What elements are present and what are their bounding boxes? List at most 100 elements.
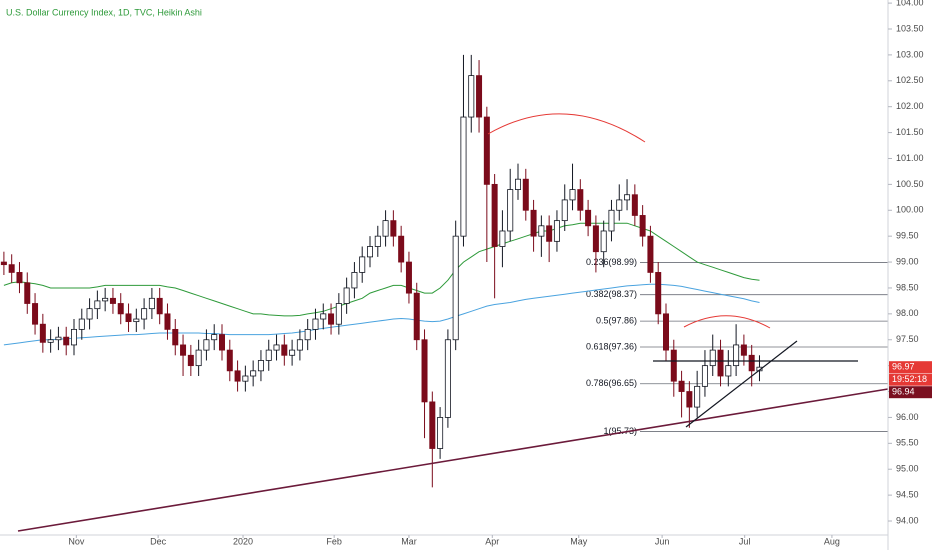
candle-body <box>577 189 584 211</box>
candle-body <box>694 385 701 408</box>
candle-body <box>180 344 187 356</box>
candle-body <box>195 349 202 367</box>
candle-body <box>686 391 693 408</box>
y-tick-label: 96.00 <box>896 412 919 422</box>
fib-label: 0.618(97.36) <box>586 341 637 351</box>
y-tick-label: 98.50 <box>896 282 919 292</box>
candle-body <box>257 360 264 372</box>
candle-body <box>382 220 389 237</box>
y-tick-label: 95.00 <box>896 464 919 474</box>
fib-label: 0.236(98.99) <box>586 257 637 267</box>
candle-body <box>592 225 599 253</box>
arc-drawing <box>683 315 771 329</box>
candle-body <box>109 297 116 304</box>
candle-body <box>148 297 155 310</box>
candle-body <box>546 225 553 242</box>
candle-body <box>218 334 225 351</box>
candle-body <box>460 116 467 237</box>
candle-body <box>538 225 545 237</box>
x-tick-label: Nov <box>68 536 85 546</box>
candle-body <box>211 334 218 341</box>
candle-body <box>172 328 179 346</box>
candle-body <box>39 323 46 343</box>
candle-body <box>304 328 311 341</box>
y-tick-label: 95.50 <box>896 438 919 448</box>
candle-body <box>600 230 607 253</box>
candle-body <box>226 349 233 372</box>
candle-body <box>639 215 646 237</box>
candle-body <box>312 318 319 330</box>
candle-body <box>717 349 724 377</box>
candle-body <box>670 349 677 382</box>
candle-body <box>343 287 350 304</box>
candle-body <box>725 365 732 377</box>
candle-body <box>63 336 70 346</box>
candle-body <box>250 370 257 377</box>
candle-body <box>32 303 39 325</box>
chart-title: U.S. Dollar Currency Index, 1D, TVC, Hei… <box>6 7 202 17</box>
candle-body <box>8 264 15 273</box>
candle-body <box>616 199 623 211</box>
candle-body <box>530 209 537 237</box>
y-tick-label: 94.50 <box>896 489 919 499</box>
arc-drawing <box>487 113 646 143</box>
candle-body <box>398 235 405 263</box>
candle-body <box>701 365 708 387</box>
candle-body <box>242 375 249 382</box>
fib-label: 0.786(96.65) <box>586 378 637 388</box>
candle-body <box>328 313 335 325</box>
candle-body <box>156 297 163 315</box>
candle-body <box>561 199 568 222</box>
fib-label: 0.382(98.37) <box>586 289 637 299</box>
y-tick-label: 99.50 <box>896 231 919 241</box>
candle-body <box>733 344 740 367</box>
trend-line <box>685 340 798 428</box>
candle-body <box>491 183 498 247</box>
candle-body <box>55 336 62 341</box>
y-tick-label: 104.00 <box>896 0 924 7</box>
y-tick-label: 97.50 <box>896 334 919 344</box>
candle-body <box>444 339 451 418</box>
candle-body <box>289 349 296 356</box>
candle-body <box>273 344 280 351</box>
price-tag-label: 19:52:18 <box>892 374 927 384</box>
price-tag <box>889 361 932 374</box>
x-tick-label: Feb <box>326 536 342 546</box>
candle-body <box>585 209 592 227</box>
candle-body <box>476 75 483 118</box>
x-tick-label: Jul <box>739 536 751 546</box>
candle-body <box>141 308 148 320</box>
candle-body <box>366 246 373 258</box>
y-tick-label: 102.50 <box>896 75 924 85</box>
y-tick-label: 101.00 <box>896 153 924 163</box>
price-tag-label: 96.94 <box>892 387 915 397</box>
candle-body <box>709 349 716 367</box>
candle-body <box>413 292 420 341</box>
candle-body <box>740 344 747 356</box>
y-tick-label: 103.50 <box>896 23 924 33</box>
candle-body <box>405 261 412 294</box>
candle-body <box>569 189 576 201</box>
candle-body <box>655 272 662 315</box>
y-tick-label: 103.00 <box>896 49 924 59</box>
candle-body <box>16 272 23 284</box>
x-tick-label: 2020 <box>233 536 253 546</box>
candle-body <box>86 308 93 320</box>
fib-label: 0.5(97.86) <box>596 315 637 325</box>
candle-body <box>78 318 85 330</box>
candle-body <box>102 297 109 302</box>
y-tick-label: 100.50 <box>896 179 924 189</box>
candle-body <box>437 417 444 449</box>
candle-body <box>164 313 171 330</box>
candle-body <box>71 328 78 346</box>
candle-body <box>421 339 428 403</box>
candle-body <box>94 300 101 310</box>
y-tick-label: 98.00 <box>896 308 919 318</box>
x-tick-label: Mar <box>401 536 417 546</box>
x-tick-label: Apr <box>485 536 499 546</box>
candle-body <box>499 230 506 247</box>
y-tick-label: 102.00 <box>896 101 924 111</box>
candle-body <box>608 209 615 232</box>
